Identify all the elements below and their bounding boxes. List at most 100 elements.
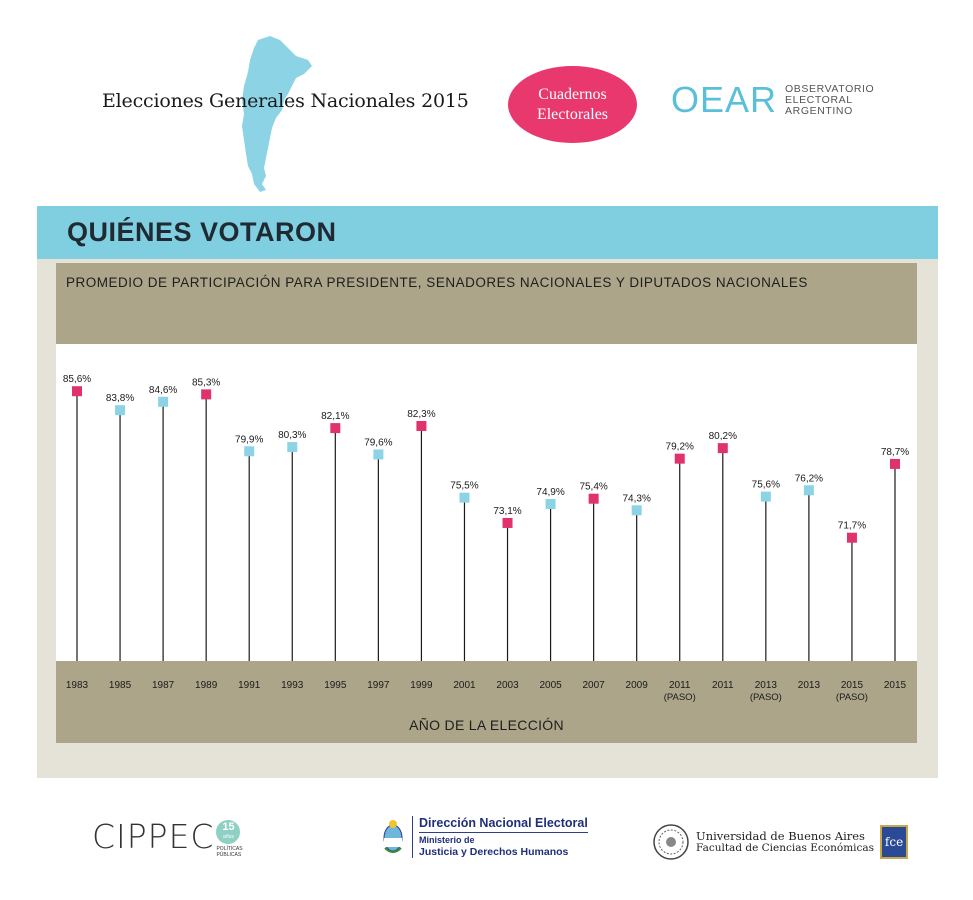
cippec-name: CIPPEC — [92, 817, 215, 856]
data-point-marker — [416, 420, 427, 431]
x-tick-label: 1987 — [152, 680, 175, 691]
uba-faculty: Facultad de Ciencias Económicas — [696, 842, 875, 854]
data-point-marker — [459, 492, 470, 503]
section-header: QUIÉNES VOTARON — [37, 206, 938, 259]
data-label: 76,2% — [795, 473, 823, 484]
main-panel: QUIÉNES VOTARON PROMEDIO DE PARTICIPACIÓ… — [37, 206, 938, 778]
data-point-marker — [545, 498, 556, 509]
data-label: 71,7% — [838, 521, 866, 532]
x-axis-title: AÑO DE LA ELECCIÓN — [409, 717, 564, 733]
data-label: 82,3% — [407, 409, 435, 420]
uba-name: Universidad de Buenos Aires — [696, 829, 865, 843]
data-point-marker — [803, 485, 814, 496]
x-tick-label: 2011 — [712, 680, 734, 691]
x-tick-label: 1985 — [109, 680, 132, 691]
plot-area — [56, 344, 917, 661]
x-tick-label: 2013 — [798, 680, 821, 691]
data-point-marker — [244, 446, 255, 457]
data-point-marker — [717, 443, 728, 454]
x-tick-label: 1991 — [238, 680, 261, 691]
cippec-years-number: 15 — [222, 821, 235, 833]
data-point-marker — [588, 493, 599, 504]
data-point-marker — [115, 405, 126, 416]
x-tick-label: 2015 — [884, 680, 907, 691]
data-label: 79,6% — [364, 437, 392, 448]
badge-line-1: Cuadernos — [538, 85, 607, 103]
oear-logo: OEAR OBSERVATORIO ELECTORAL ARGENTINO — [671, 82, 874, 118]
data-label: 75,6% — [752, 480, 780, 491]
data-label: 74,9% — [536, 487, 564, 498]
section-title: QUIÉNES VOTARON — [67, 217, 337, 247]
x-tick-label: 2009 — [626, 680, 649, 691]
data-point-marker — [502, 517, 513, 528]
data-point-marker — [890, 458, 900, 469]
oear-line-3: ARGENTINO — [785, 104, 853, 117]
chart-title-band: PROMEDIO DE PARTICIPACIÓN PARA PRESIDENT… — [56, 263, 917, 344]
x-tick-label: 2003 — [496, 680, 519, 691]
data-label: 73,1% — [493, 506, 521, 517]
data-point-marker — [674, 453, 685, 464]
data-point-marker — [373, 449, 384, 460]
badge-line-2: Electorales — [536, 105, 609, 123]
data-point-marker — [158, 396, 169, 407]
x-tick-label: 2013 — [755, 680, 778, 691]
x-tick-label: 2011 — [669, 680, 691, 691]
x-tick-label: 2007 — [583, 680, 606, 691]
data-label: 85,3% — [192, 377, 220, 388]
dne-title: Dirección Nacional Electoral — [419, 816, 588, 833]
data-label: 75,5% — [450, 481, 478, 492]
x-axis-title-band: AÑO DE LA ELECCIÓN — [56, 710, 917, 743]
data-point-marker — [201, 389, 212, 400]
dne-text: Dirección Nacional Electoral Ministerio … — [412, 816, 588, 858]
uba-seal-icon — [653, 824, 689, 860]
data-point-marker — [330, 423, 341, 434]
cippec-anniversary-badge: 15 años POLÍTICAS PÚBLICAS — [216, 820, 243, 858]
data-point-marker — [287, 442, 298, 453]
data-label: 84,6% — [149, 385, 177, 396]
data-point-marker — [846, 532, 857, 543]
fce-badge: fce — [880, 825, 909, 859]
argentina-map-icon — [242, 36, 312, 192]
x-tick-label: 1993 — [281, 680, 304, 691]
cippec-years-word: años — [223, 834, 234, 840]
data-point-marker — [72, 386, 82, 397]
data-label: 80,3% — [278, 430, 306, 441]
x-tick-sublabel: (PASO) — [664, 692, 696, 703]
x-tick-label: 1995 — [324, 680, 347, 691]
x-tick-sublabel: (PASO) — [750, 692, 782, 703]
oear-acronym: OEAR — [671, 79, 778, 120]
x-tick-label: 1997 — [367, 680, 390, 691]
cippec-tagline: POLÍTICAS PÚBLICAS — [216, 846, 242, 858]
data-label: 78,7% — [881, 447, 909, 458]
x-tick-sublabel: (PASO) — [836, 692, 868, 703]
cippec-tag-line-1: POLÍTICAS — [216, 846, 243, 852]
x-tick-label: 1983 — [66, 680, 89, 691]
x-tick-label: 2005 — [539, 680, 562, 691]
dne-logo: Dirección Nacional Electoral Ministerio … — [382, 816, 588, 858]
data-label: 82,1% — [321, 411, 349, 422]
cippec-tag-line-2: PÚBLICAS — [216, 852, 242, 858]
cippec-years-circle: 15 años — [216, 820, 241, 844]
x-tick-label: 2015 — [841, 680, 864, 691]
data-label: 83,8% — [106, 393, 134, 404]
dne-ministry-line-1: Ministerio de — [419, 835, 475, 845]
data-label: 75,4% — [579, 482, 607, 493]
cippec-logo: CIPPEC 15 años POLÍTICAS PÚBLICAS — [92, 817, 243, 859]
x-tick-label: 2001 — [453, 680, 476, 691]
participation-chart: 85,6% 1983 83,8% 1985 84,6% 1987 85,3% 1989 79,9… — [63, 374, 909, 703]
dne-ministry-line-2: Justicia y Derechos Humanos — [419, 846, 569, 858]
uba-text: Universidad de Buenos Aires Facultad de … — [696, 830, 874, 854]
data-point-marker — [631, 505, 642, 516]
oear-line-1: OBSERVATORIO — [785, 82, 875, 95]
data-label: 79,2% — [666, 442, 694, 453]
x-axis-band — [56, 661, 917, 710]
data-label: 79,9% — [235, 434, 263, 445]
oear-full-name: OBSERVATORIO ELECTORAL ARGENTINO — [785, 82, 875, 117]
data-label: 80,2% — [709, 431, 737, 442]
data-label: 74,3% — [623, 493, 651, 504]
data-point-marker — [760, 491, 771, 502]
chart-title: PROMEDIO DE PARTICIPACIÓN PARA PRESIDENT… — [66, 275, 808, 290]
oear-line-2: ELECTORAL — [785, 93, 853, 106]
cuadernos-electorales-badge: Cuadernos Electorales — [508, 66, 637, 143]
x-tick-label: 1999 — [410, 680, 433, 691]
